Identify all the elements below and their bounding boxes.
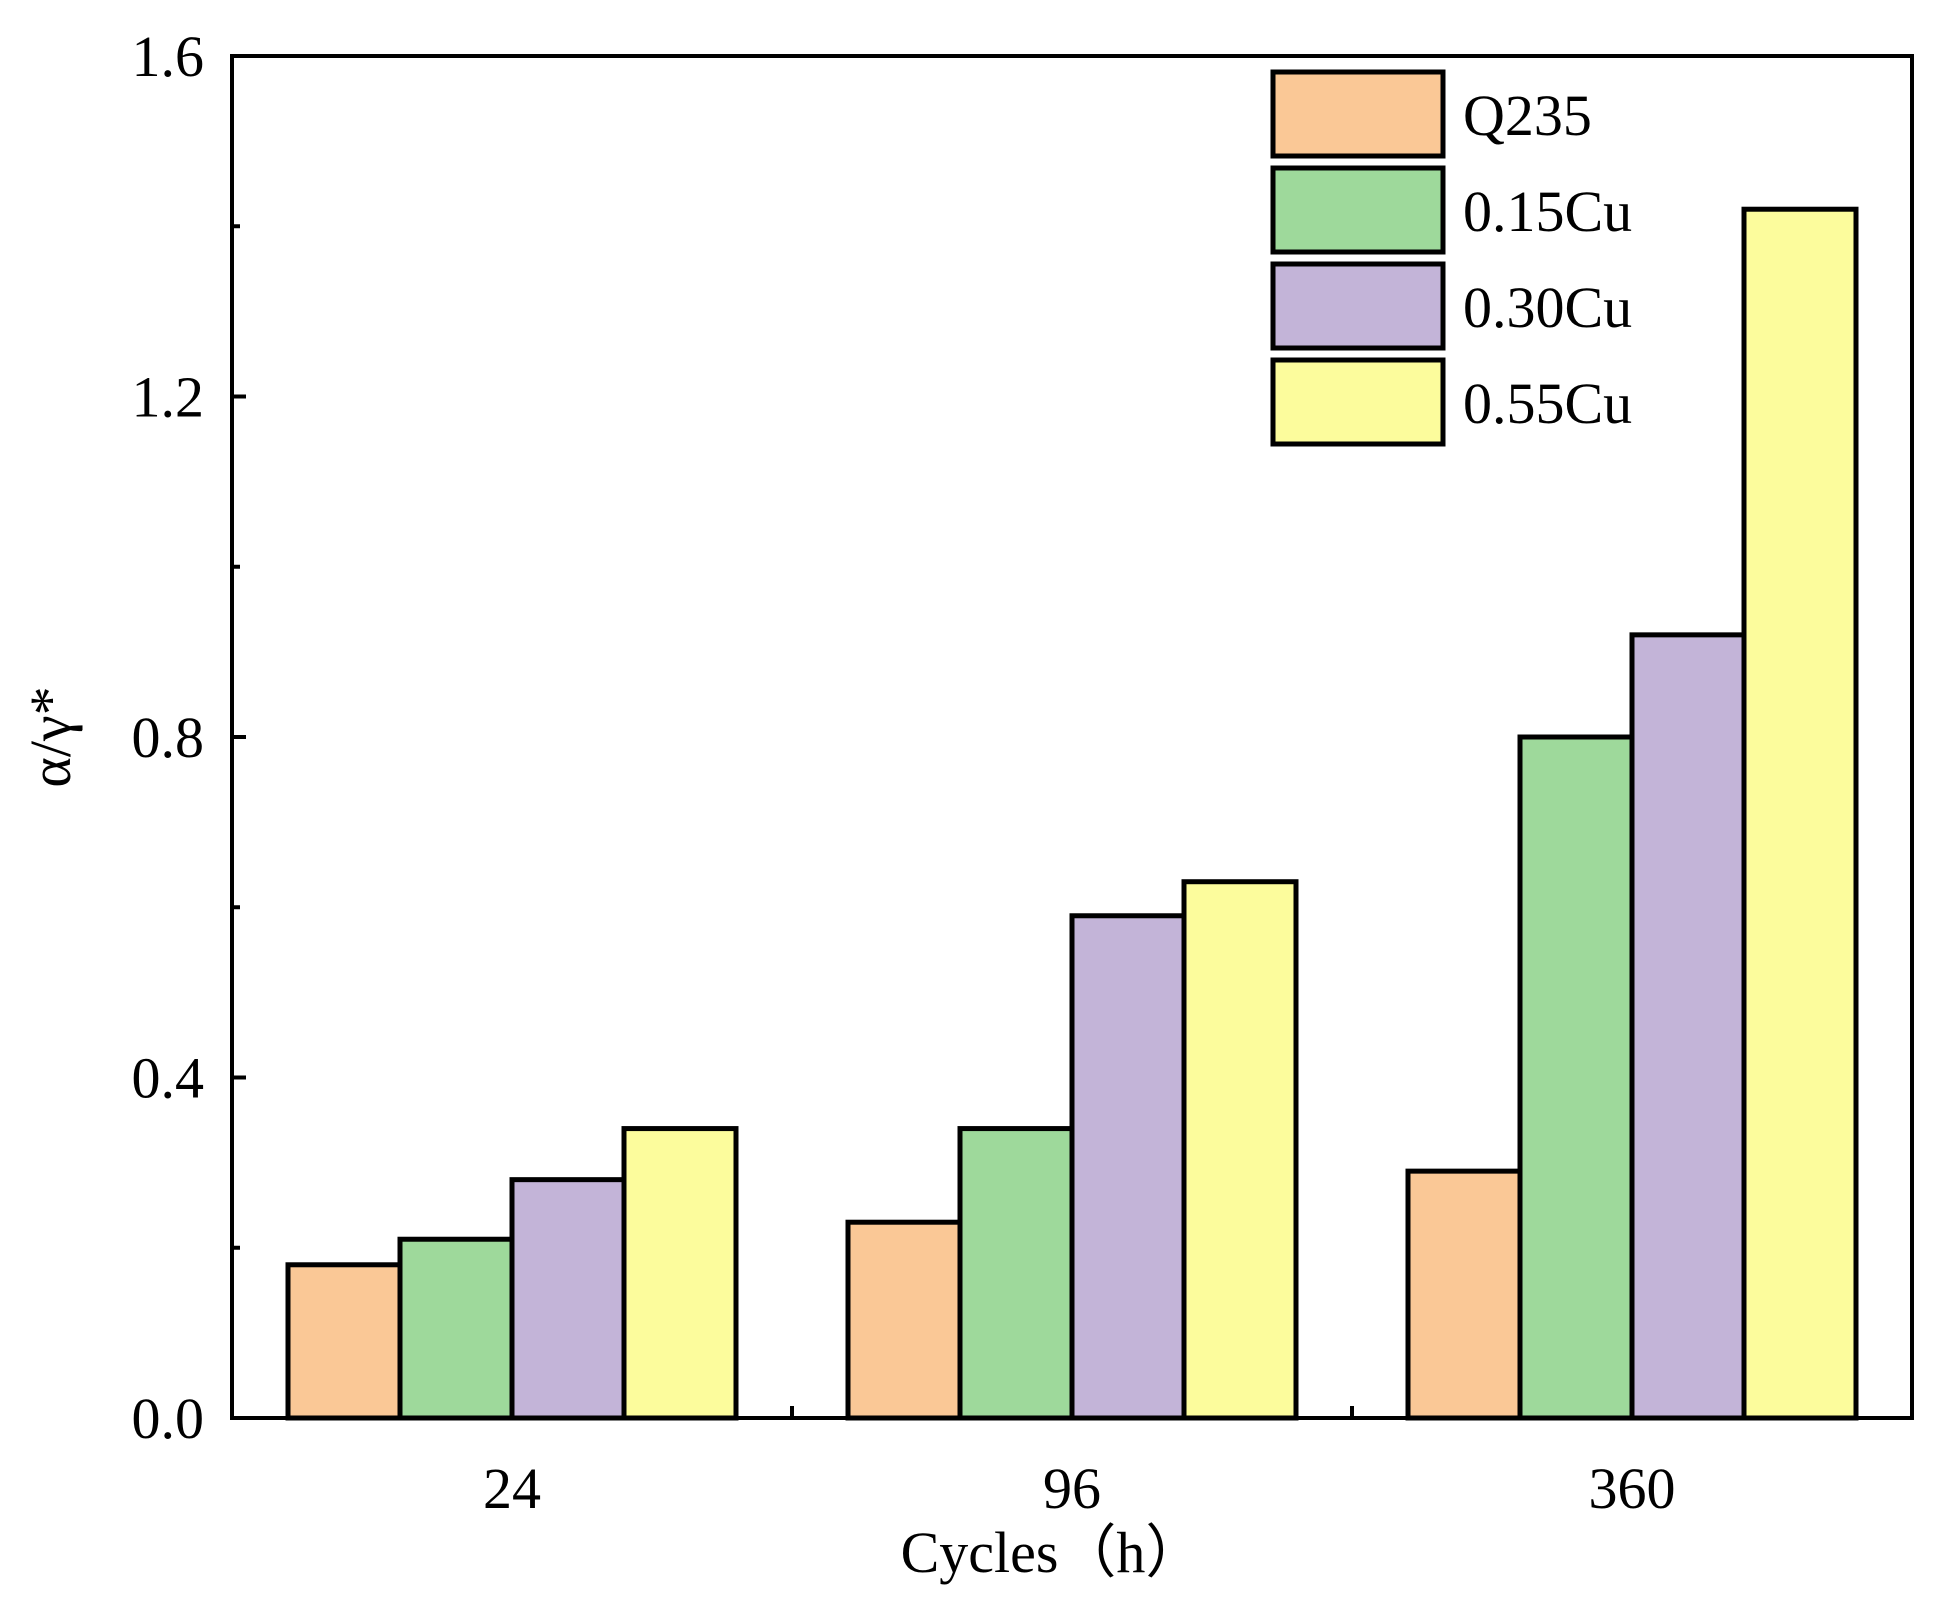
legend-label-0.15cu: 0.15Cu: [1463, 179, 1632, 244]
legend-swatch-0.15cu: [1270, 165, 1446, 255]
y-axis-ticks: 0.0 0.4 0.8 1.2 1.6: [132, 24, 246, 1451]
x-tick-label: 24: [483, 1456, 541, 1521]
bars-layer: [285, 206, 1859, 1421]
bar-0.55cu-24: [621, 1126, 739, 1421]
bar-0.55cu-360: [1741, 206, 1859, 1421]
y-tick-label: 0.8: [132, 705, 205, 770]
legend-label-0.30cu: 0.30Cu: [1463, 275, 1632, 340]
x-tick-label: 360: [1589, 1456, 1676, 1521]
x-tick-label: 96: [1043, 1456, 1101, 1521]
x-axis-ticks: 24 96 360: [483, 1406, 1676, 1521]
bar-0.15cu-24: [397, 1236, 515, 1421]
bar-0.30cu-360: [1629, 632, 1747, 1421]
y-tick-label: 0.4: [132, 1046, 205, 1111]
bar-0.30cu-24: [509, 1177, 627, 1421]
legend-label-0.55cu: 0.55Cu: [1463, 371, 1632, 436]
legend-swatch-q235: [1270, 69, 1446, 159]
x-axis-title: Cycles（h）: [901, 1520, 1204, 1585]
bar-0.55cu-96: [1181, 879, 1299, 1421]
legend-swatch-0.30cu: [1270, 261, 1446, 351]
legend-swatch-0.55cu: [1270, 357, 1446, 447]
bar-q235-360: [1405, 1168, 1523, 1421]
y-tick-label: 1.6: [132, 24, 205, 89]
y-axis-title: α/γ*: [18, 686, 83, 787]
bar-0.15cu-96: [957, 1126, 1075, 1421]
bar-0.30cu-96: [1069, 913, 1187, 1421]
y-tick-label: 0.0: [132, 1386, 205, 1451]
bar-q235-24: [285, 1262, 403, 1421]
bar-0.15cu-360: [1517, 734, 1635, 1421]
legend-label-q235: Q235: [1463, 83, 1592, 148]
bar-q235-96: [845, 1219, 963, 1421]
y-tick-label: 1.2: [132, 365, 205, 430]
legend: Q235 0.15Cu 0.30Cu 0.55Cu: [1270, 69, 1632, 447]
